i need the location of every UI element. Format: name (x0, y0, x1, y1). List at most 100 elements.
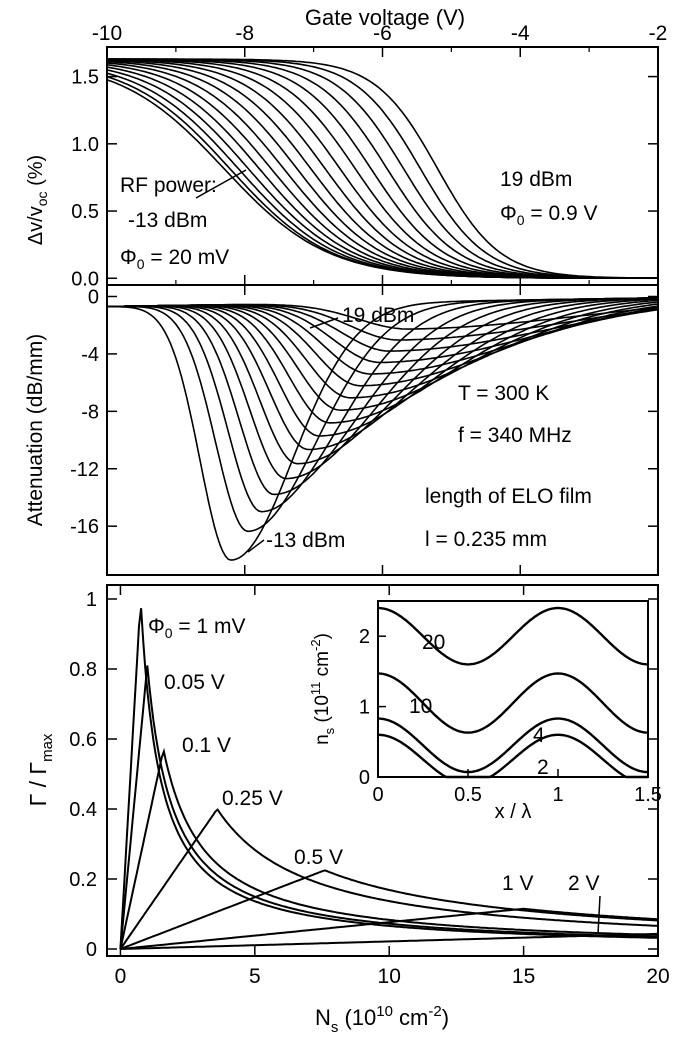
bottom-x-title-unit: cm (393, 1005, 428, 1030)
middle-series-line (107, 303, 659, 330)
top-panel: Gate voltage (V) -10 -8 -6 -4 -2 0.0 0.5 1.0 1.… (25, 5, 667, 290)
label-phi-1mv: Φ0 = 1 mV (148, 615, 246, 641)
inset-x-axis-title: x / λ (495, 801, 532, 823)
inset-y-title-paren: (10 (312, 695, 333, 728)
bottom-x-title-sup: 10 (376, 1003, 393, 1020)
annot-phi-high: Φ0 = 0.9 V (500, 202, 598, 228)
inset-y-title-unit: cm (312, 651, 333, 682)
bottom-curves (119, 608, 659, 950)
bottom-series-line (120, 869, 659, 950)
mid-annot-length: l = 0.235 mm (425, 528, 547, 551)
middle-series-line (107, 297, 659, 513)
middle-y-axis-title: Attenuation (dB/mm) (24, 334, 47, 527)
bottom-x-title-n: N (315, 1005, 331, 1030)
top-ticks: 0.0 0.5 1.0 1.5 (71, 47, 659, 290)
inset-y-axis-title: ns (1011 cm-2) (308, 633, 337, 745)
bottom-x-title-sup2: -2 (428, 1003, 441, 1020)
bottom-x-title-sub: s (331, 1019, 339, 1036)
bottom-y-tick-label: 0.2 (69, 869, 97, 891)
inset-x-tick-label: 0 (372, 784, 383, 806)
inset-series-line (378, 733, 648, 779)
annot-phi-low: Φ0 = 20 mV (120, 246, 229, 272)
label-phi-sub: 0 (165, 625, 173, 641)
inset-curves (377, 606, 649, 779)
bottom-y-tick-label: 0.6 (69, 729, 97, 751)
bottom-plot-frame (106, 584, 659, 957)
bottom-x-title-close: ) (442, 1005, 449, 1030)
bottom-series-line (120, 932, 659, 950)
top-y-axis-title-tail: (%) (25, 155, 47, 192)
middle-y-tick-label: -12 (70, 459, 99, 481)
bottom-series-line (120, 907, 659, 950)
bottom-y-axis-title-main: Γ / Γ (25, 762, 51, 807)
top-x-tick-label: -4 (511, 22, 530, 45)
mid-annot-frequency: f = 340 MHz (458, 424, 572, 447)
middle-series-line (107, 297, 658, 480)
top-y-axis-title-sub: oc (34, 191, 50, 206)
mid-annot-high-power: 19 dBm (342, 304, 414, 327)
inset-y-title-sup2: -2 (308, 639, 323, 651)
inset-label-20: 20 (422, 631, 445, 654)
middle-curves (106, 297, 659, 561)
top-y-axis-title: Δv/voc (%) (25, 155, 50, 245)
label-1v: 1 V (502, 872, 534, 895)
bottom-x-axis-title: Ns (1010 cm-2) (315, 1003, 449, 1036)
top-x-tick-label: -10 (92, 22, 122, 45)
label-0.1v: 0.1 V (182, 734, 231, 757)
middle-y-tick-label: -4 (81, 344, 99, 366)
inset-x-tick-label: 1.5 (634, 784, 662, 806)
label-2v-pointer (597, 895, 601, 935)
annot-phi-high-symbol: Φ (500, 202, 517, 225)
top-y-axis-title-main: Δv/v (25, 206, 47, 245)
annot-low-pointer (195, 169, 247, 199)
annot-phi-high-sub: 0 (517, 212, 525, 228)
inset-series-line (377, 606, 649, 666)
label-0.5v: 0.5 V (294, 846, 343, 869)
mid-annot-temperature: T = 300 K (458, 382, 549, 405)
bottom-x-tick-label: 10 (378, 965, 401, 988)
mid-annot-high-pointer (309, 317, 339, 329)
bottom-x-tick-label: 5 (249, 965, 261, 988)
annot-high-power: 19 dBm (500, 168, 572, 191)
top-y-tick-label: 0.5 (71, 201, 99, 223)
inset-y-title-close: ) (312, 633, 333, 639)
middle-series-line (107, 297, 659, 496)
bottom-series-line (119, 808, 659, 950)
bottom-y-axis-title: Γ / Γmax (25, 733, 56, 806)
middle-panel: 0 -4 -8 -12 -16 Attenuation (dB/mm) 19 dBm T… (24, 284, 659, 576)
bottom-x-tick-label: 0 (115, 965, 127, 988)
top-x-axis-title: Gate voltage (V) (305, 5, 465, 30)
top-x-tick-label: -8 (235, 22, 254, 45)
bottom-panel: 00.20.40.60.81 0 5 10 15 20 Γ / Γmax Ns (101… (25, 584, 670, 1036)
mid-annot-low-pointer (247, 539, 265, 553)
middle-y-tick-label: -8 (81, 401, 99, 423)
inset-y-title-sub: s (322, 727, 337, 734)
bottom-y-axis-title-sub: max (39, 733, 56, 762)
mid-annot-low-power: -13 dBm (266, 529, 345, 552)
annot-phi-low-symbol: Φ (120, 246, 137, 269)
bottom-y-tick-label: 0 (86, 939, 97, 961)
label-2v: 2 V (568, 872, 600, 895)
middle-y-tick-label: -16 (70, 516, 99, 538)
inset-y-title-n: n (312, 734, 333, 745)
inset-series-line (378, 717, 649, 774)
top-y-tick-label: 1.5 (71, 67, 99, 89)
inset-y-tick-label: 0 (359, 767, 370, 789)
middle-plot-frame (106, 284, 659, 576)
inset-label-10: 10 (409, 695, 432, 718)
label-0.25v: 0.25 V (222, 787, 283, 810)
bottom-x-tick-label: 15 (512, 965, 535, 988)
inset-y-title-sup: 11 (308, 682, 323, 696)
middle-ticks: 0 -4 -8 -12 -16 (70, 285, 659, 575)
inset-x-tick-label: 0.5 (454, 784, 482, 806)
top-x-tick-labels: -10 -8 -6 -4 -2 (92, 22, 668, 45)
bottom-x-tick-label: 20 (646, 965, 669, 988)
inset-x-tick-label: 1 (552, 784, 563, 806)
top-y-tick-label: 0.0 (71, 268, 99, 290)
top-y-tick-label: 1.0 (71, 134, 99, 156)
top-series-line (107, 58, 658, 279)
inset-series-line (377, 672, 648, 734)
